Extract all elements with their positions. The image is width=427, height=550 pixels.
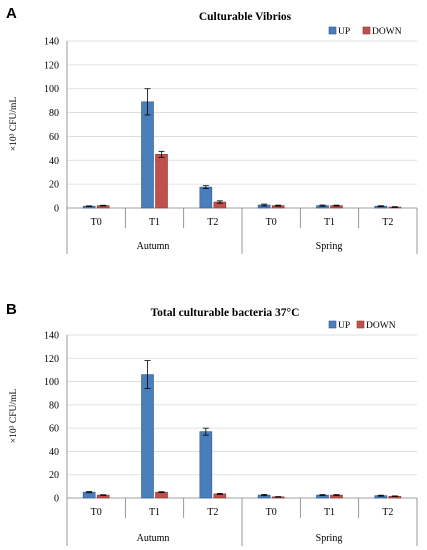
x-tick-label: T2 [207, 217, 218, 228]
y-tick-label: 120 [44, 60, 59, 71]
legend-swatch-up [328, 320, 337, 329]
legend-swatch-down [362, 26, 371, 35]
bar-up-t1 [141, 101, 154, 209]
chart-panel-b: B Total culturable bacteria 37°C UP DOWN… [6, 301, 418, 546]
y-tick-label: 40 [49, 156, 59, 167]
x-tick-label: T0 [266, 507, 277, 518]
x-tick-label: T2 [382, 217, 393, 228]
x-tick-label: T1 [324, 507, 335, 518]
legend-label-down: DOWN [372, 27, 402, 37]
chart-title: Culturable Vibrios [199, 11, 292, 23]
y-tick-label: 40 [49, 447, 59, 458]
legend: UP DOWN [328, 320, 396, 331]
x-tick-label: T1 [324, 217, 335, 228]
x-tick-label: T1 [149, 507, 160, 518]
legend-swatch-up [328, 26, 337, 35]
y-tick-label: 20 [49, 470, 59, 481]
bar-up-t2 [199, 431, 213, 499]
y-tick-label: 0 [54, 204, 59, 215]
group-label-spring: Spring [316, 533, 343, 544]
y-tick-label: 100 [44, 377, 59, 388]
bar-down-t1 [155, 491, 168, 499]
y-tick-label: 60 [49, 132, 59, 143]
chart-panel-a: A Culturable Vibrios UP DOWN ×10³ CFU/mL… [6, 5, 418, 254]
y-tick-label: 100 [44, 84, 59, 95]
y-tick-label: 120 [44, 354, 59, 365]
y-axis-label: ×10³ CFU/mL [9, 97, 19, 152]
x-tick-label: T0 [91, 507, 102, 518]
plot-area: 0 20 40 60 80 100 120 140 T0 T1 T2 T0 T1 T2 [44, 331, 418, 546]
y-tick-label: 80 [49, 400, 59, 411]
y-tick-label: 80 [49, 108, 59, 119]
group-label-autumn: Autumn [137, 533, 170, 544]
legend-swatch-down [356, 320, 365, 329]
y-tick-label: 20 [49, 180, 59, 191]
bar-up-t1 [141, 374, 154, 499]
bar-down-t1 [155, 154, 168, 209]
y-tick-label: 140 [44, 37, 59, 48]
x-tick-label: T0 [91, 217, 102, 228]
y-tick-label: 60 [49, 424, 59, 435]
y-axis-label: ×10³ CFU/mL [9, 389, 19, 444]
chart-title: Total culturable bacteria 37°C [151, 307, 300, 319]
plot-area: 0 20 40 60 80 100 120 140 T0 T1 T2 T0 T1 T2 [44, 37, 418, 254]
panel-letter: B [6, 301, 17, 318]
legend-label-up: UP [338, 27, 350, 37]
bar-up-t2 [199, 186, 213, 209]
legend: UP DOWN [328, 26, 402, 37]
x-tick-label: T0 [266, 217, 277, 228]
y-tick-label: 140 [44, 331, 59, 342]
y-tick-label: 0 [54, 494, 59, 505]
group-label-autumn: Autumn [137, 241, 170, 252]
x-tick-label: T2 [207, 507, 218, 518]
legend-label-down: DOWN [366, 321, 396, 331]
x-tick-label: T1 [149, 217, 160, 228]
x-tick-label: T2 [382, 507, 393, 518]
panel-letter: A [6, 5, 17, 22]
group-label-spring: Spring [316, 241, 343, 252]
legend-label-up: UP [338, 321, 350, 331]
